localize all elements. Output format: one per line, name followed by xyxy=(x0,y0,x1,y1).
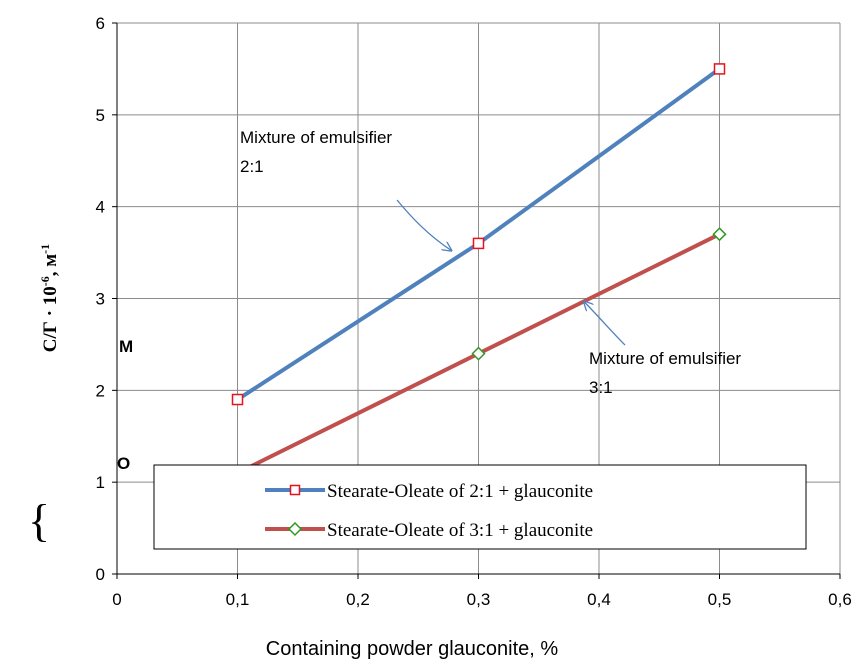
x-tick-label-6: 0,6 xyxy=(828,590,852,609)
x-tick-label-4: 0,4 xyxy=(587,590,611,609)
series-1-point-3 xyxy=(713,63,726,75)
y-tick-label-1: 1 xyxy=(96,473,105,492)
y-axis-label-exp1: -6 xyxy=(38,276,52,286)
x-tick-label-5: 0,5 xyxy=(708,590,732,609)
x-tick-label-1: 0,1 xyxy=(226,590,250,609)
legend: Stearate-Oleate of 2:1 + glauconite Stea… xyxy=(153,464,807,550)
annotation-1-line1: Mixture of emulsifier xyxy=(240,128,392,147)
y-tick-label-2: 2 xyxy=(96,381,105,400)
y-tick-label-5: 5 xyxy=(96,106,105,125)
annotation-2-line2: 3:1 xyxy=(589,378,613,397)
x-tick-labels: 0 0,1 0,2 0,3 0,4 0,5 0,6 xyxy=(112,590,852,609)
x-tick-label-2: 0,2 xyxy=(346,590,370,609)
series-1-point-1 xyxy=(231,393,244,406)
y-tick-labels: 0 1 2 3 4 5 6 xyxy=(96,14,105,584)
legend-label-2: Stearate-Oleate of 3:1 + glauconite xyxy=(327,520,593,541)
y-tick-label-0: 0 xyxy=(96,565,105,584)
legend-box xyxy=(153,464,807,550)
annotation-2: Mixture of emulsifier 3:1 xyxy=(584,302,741,397)
annotation-1-line2: 2:1 xyxy=(240,157,264,176)
series-2-point-3 xyxy=(712,227,727,242)
y-axis-label: С/Г · 10-6, м-1 xyxy=(38,244,61,352)
legend-marker-1 xyxy=(289,484,301,496)
series-1-point-2 xyxy=(472,237,485,250)
stray-brace: { xyxy=(28,495,50,546)
annotation-1: Mixture of emulsifier 2:1 xyxy=(240,128,451,251)
series-2-point-2 xyxy=(471,346,486,361)
x-axis-label: Containing powder glauconite, % xyxy=(266,638,559,660)
x-tick-label-3: 0,3 xyxy=(467,590,491,609)
legend-label-1: Stearate-Oleate of 2:1 + glauconite xyxy=(327,481,593,502)
x-tick-label-0: 0 xyxy=(112,590,121,609)
annotation-2-arrow xyxy=(584,302,626,346)
y-axis-label-exp2: -1 xyxy=(38,244,52,254)
axes xyxy=(112,22,841,579)
annotation-1-arrow xyxy=(396,199,451,251)
y-tick-label-6: 6 xyxy=(96,14,105,33)
annotation-2-line1: Mixture of emulsifier xyxy=(589,349,741,368)
stray-label-m: М xyxy=(119,337,133,356)
stray-label-o: О xyxy=(117,454,130,473)
legend-marker-2 xyxy=(287,521,303,537)
y-tick-label-3: 3 xyxy=(96,290,105,309)
y-tick-label-4: 4 xyxy=(96,198,105,217)
